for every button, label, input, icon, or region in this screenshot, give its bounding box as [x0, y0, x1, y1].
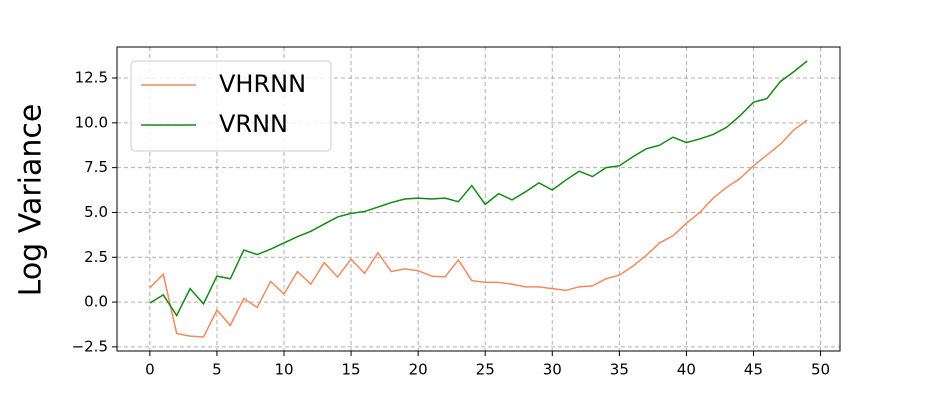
y-tick-label: 12.5 — [75, 69, 108, 87]
y-tick-label: −2.5 — [72, 337, 108, 355]
x-tick-label: 10 — [274, 361, 293, 379]
y-tick-label: 7.5 — [84, 158, 108, 176]
y-tick-label: 2.5 — [84, 248, 108, 266]
y-tick-label: 5.0 — [84, 203, 108, 221]
legend-label: VRNN — [219, 110, 288, 138]
x-tick-label: 0 — [145, 361, 155, 379]
legend-label: VHRNN — [219, 70, 306, 98]
x-tick-label: 20 — [409, 361, 428, 379]
x-tick-label: 35 — [610, 361, 629, 379]
plot-frame — [116, 46, 841, 352]
series-line — [149, 119, 808, 338]
y-tick-label: 0.0 — [84, 293, 108, 311]
legend-box — [130, 60, 332, 152]
y-axis-label: Log Variance — [14, 104, 49, 297]
x-tick-label: 50 — [811, 361, 830, 379]
x-tick-label: 45 — [744, 361, 763, 379]
y-tick-label: 10.0 — [75, 113, 108, 131]
x-tick-label: 30 — [543, 361, 562, 379]
series-line — [149, 60, 808, 318]
x-tick-label: 25 — [476, 361, 495, 379]
x-tick-label: 15 — [342, 361, 361, 379]
x-tick-label: 40 — [677, 361, 696, 379]
x-tick-label: 5 — [212, 361, 222, 379]
